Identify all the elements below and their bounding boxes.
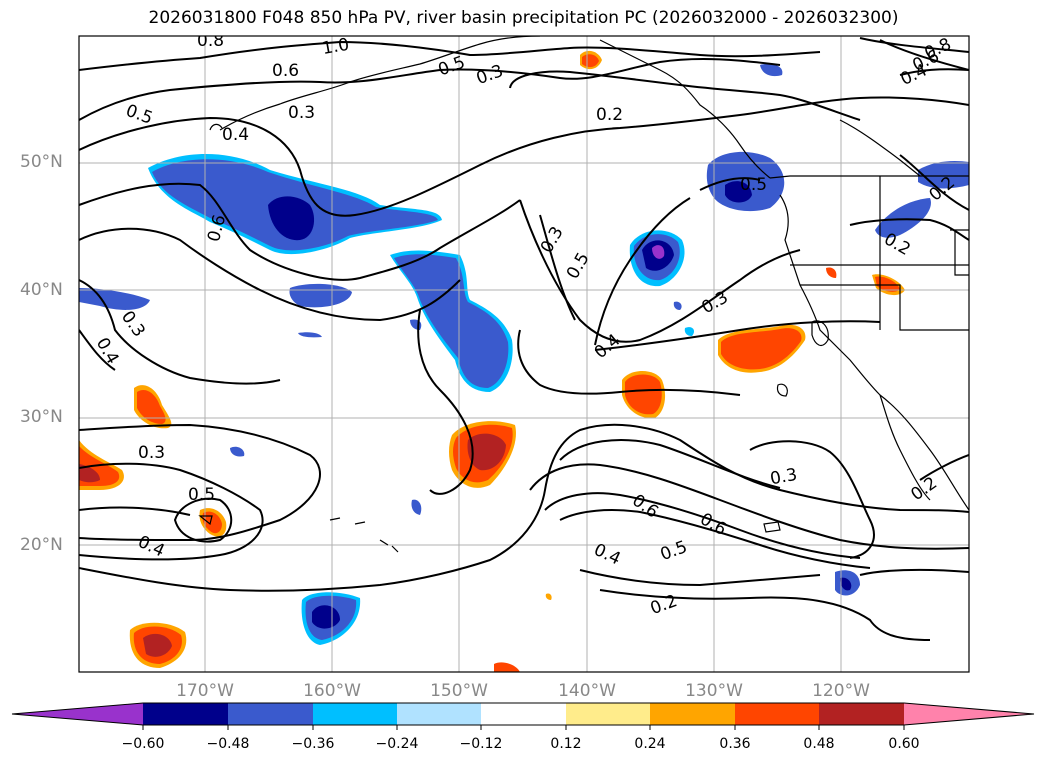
lat-label-50n: 50°N [20,152,63,172]
map-area: 0.8 1.0 0.6 0.5 0.3 0.3 0.5 0.4 0.2 0.6 … [79,31,969,672]
contour-label: 0.5 [123,101,155,129]
contour-label: 0.4 [222,125,249,145]
colorbar-tick-label: −0.60 [121,736,165,752]
colorbar-segment [735,703,819,725]
coastlines [198,36,969,553]
colorbar-tick-marks [142,725,905,730]
colorbar-tick-label: −0.24 [375,736,419,752]
contour-label: 0.4 [92,334,123,367]
contour-label: 0.8 [197,31,224,51]
lon-label-150w: 150°W [430,681,488,701]
contour-label: 0.5 [563,249,594,282]
contour-label: 0.3 [474,61,506,89]
colorbar-segment [819,703,904,725]
lon-label-160w: 160°W [303,681,361,701]
map-title: 2026031800 F048 850 hPa PV, river basin … [148,8,899,28]
colorbar-segment [313,703,397,725]
contour-label: 0.5 [188,485,215,505]
lon-label-140w: 140°W [558,681,616,701]
colorbar-tick-label: 0.12 [550,736,582,752]
contour-label: 0.2 [907,473,941,505]
contour-label: 0.4 [591,540,624,570]
positive-precip-fills [79,50,905,672]
lat-label-20n: 20°N [20,535,63,555]
contour-label: 0.2 [596,105,623,125]
contour-label: 0.5 [436,52,468,80]
contour-label: 0.6 [272,61,299,81]
contour-label: 0.3 [537,223,568,256]
negative-precip-fills [79,63,969,645]
colorbar-segment [143,703,228,725]
colorbar-segment [650,703,735,725]
contour-label: 0.5 [658,537,690,565]
contour-label: 0.6 [696,509,729,540]
colorbar-tick-label: 0.48 [803,736,835,752]
lon-label-170w: 170°W [176,681,234,701]
colorbar-tick-label: −0.48 [206,736,250,752]
colorbar-tick-label: 0.24 [634,736,666,752]
contour-label: 0.3 [288,103,315,123]
colorbar-segment [228,703,313,725]
contour-label: 0.4 [135,532,168,562]
colorbar-tick-label: −0.12 [459,736,503,752]
map-frame [78,35,970,673]
lon-label-130w: 130°W [685,681,743,701]
lon-label-120w: 120°W [812,681,870,701]
pv-contours [79,37,969,641]
colorbar-tick-label: −0.36 [291,736,335,752]
contour-label: 0.3 [769,465,799,489]
colorbar [11,702,1035,730]
colorbar-segment [566,703,650,725]
colorbar-segment [397,703,481,725]
lat-label-30n: 30°N [20,407,63,427]
contour-label: 0.6 [628,491,662,523]
colorbar-tick-label: 0.36 [719,736,751,752]
colorbar-tick-label: 0.60 [888,736,920,752]
colorbar-segment [481,703,566,725]
lat-label-40n: 40°N [20,280,63,300]
graticule [79,36,969,672]
contour-label: 1.0 [321,35,351,59]
contour-label: 0.3 [117,307,149,341]
colorbar-extend-low [12,703,143,725]
contour-label: 0.4 [591,330,625,363]
contour-label: 0.5 [740,175,767,195]
colorbar-extend-high [904,703,1034,725]
contour-label: 0.3 [138,443,165,463]
contour-label: 0.3 [698,287,731,318]
